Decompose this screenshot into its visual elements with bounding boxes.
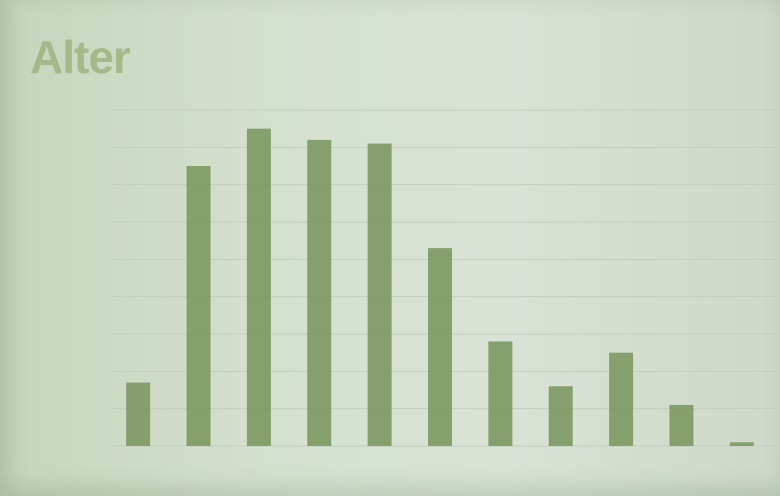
bar bbox=[729, 442, 754, 446]
bar bbox=[548, 386, 573, 446]
bar bbox=[367, 143, 392, 446]
bar bbox=[307, 139, 332, 446]
bar bbox=[428, 248, 452, 446]
bar bbox=[246, 128, 271, 446]
bar bbox=[186, 166, 211, 446]
bar bbox=[609, 352, 634, 446]
bar bbox=[488, 341, 513, 446]
bar bbox=[669, 404, 694, 446]
bar bbox=[126, 382, 151, 446]
chart-title: Alter bbox=[30, 31, 131, 83]
